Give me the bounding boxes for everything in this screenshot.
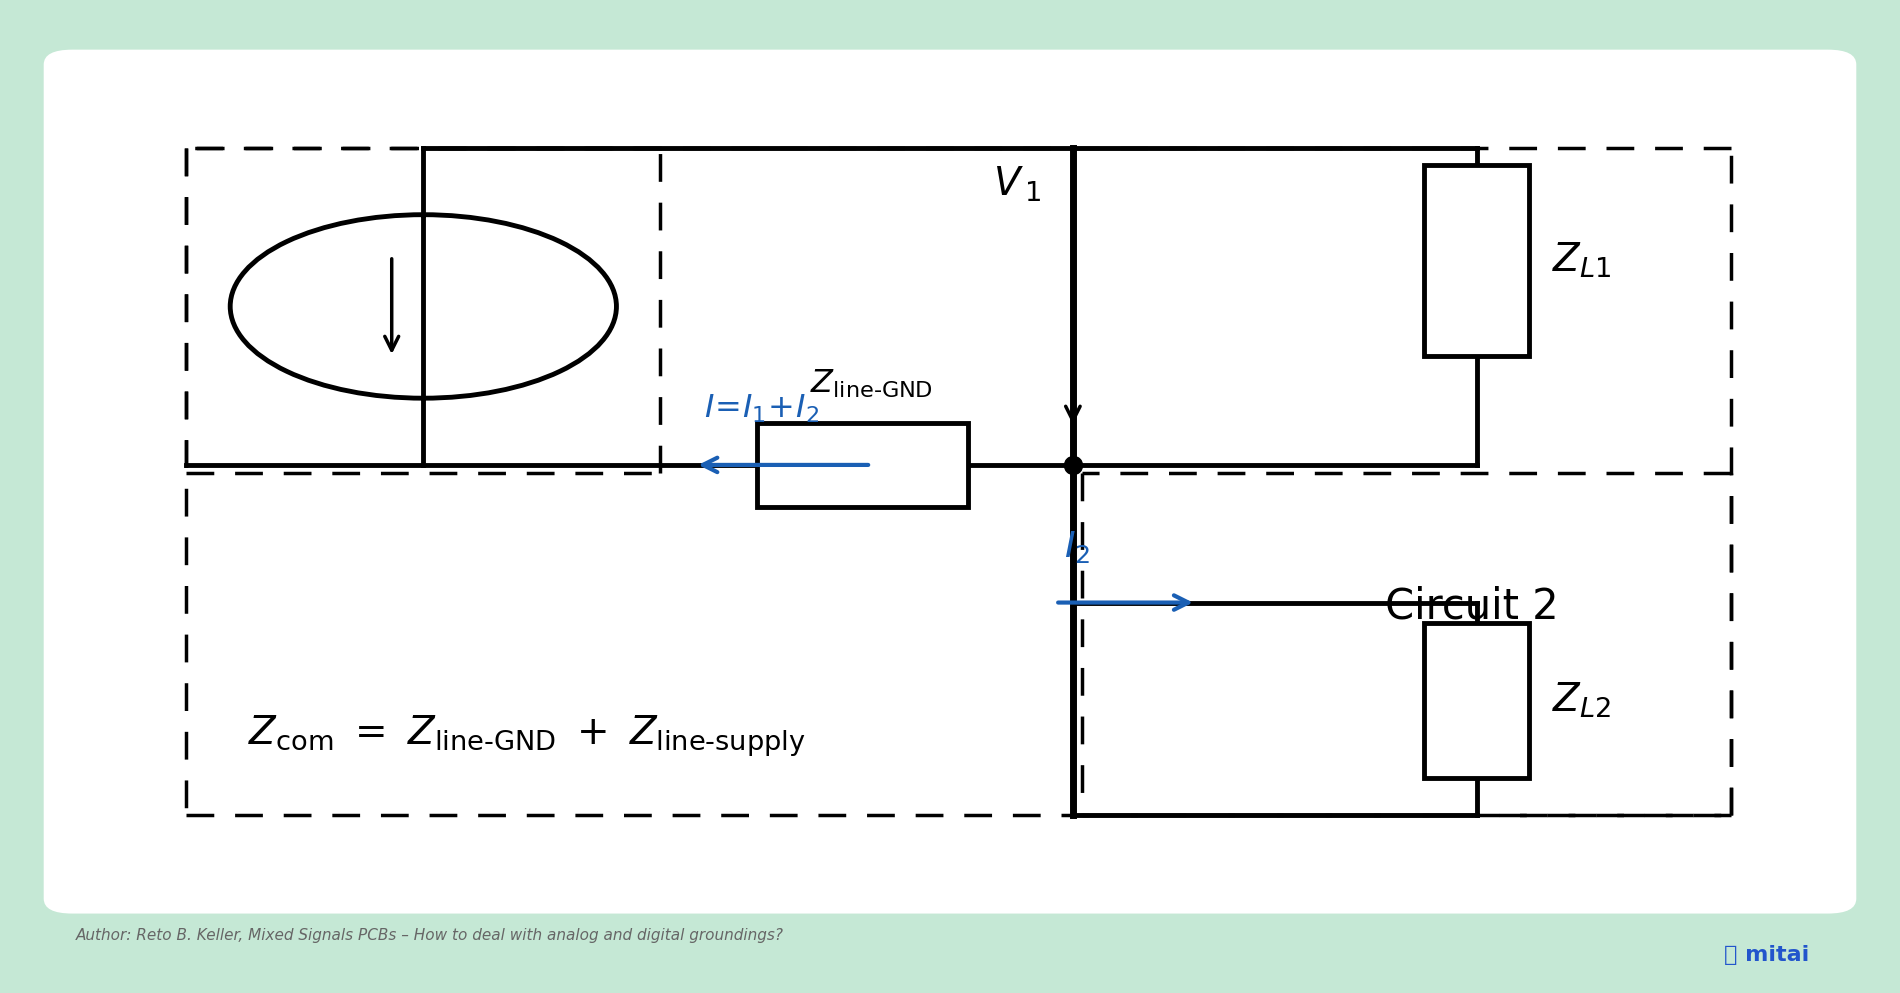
Text: $\it{I}_2$: $\it{I}_2$ bbox=[1064, 529, 1091, 565]
Text: Circuit 2: Circuit 2 bbox=[1385, 586, 1560, 628]
Text: $\it{I}\!=\!\it{I}_1\!+\!\it{I}_2$: $\it{I}\!=\!\it{I}_1\!+\!\it{I}_2$ bbox=[705, 392, 819, 425]
Bar bbox=[1423, 165, 1530, 356]
Text: $Z_{L2}$: $Z_{L2}$ bbox=[1552, 681, 1611, 720]
Bar bbox=[756, 423, 967, 506]
Text: Ⓜ mitai: Ⓜ mitai bbox=[1723, 945, 1809, 965]
Text: $V_{\,1}$: $V_{\,1}$ bbox=[994, 165, 1041, 204]
Bar bbox=[1423, 624, 1530, 778]
Text: $Z_{\rm line\text{-}GND}$: $Z_{\rm line\text{-}GND}$ bbox=[809, 367, 933, 400]
Text: $Z_{\rm com}\ =\ Z_{\rm line\text{-}GND}\ +\ Z_{\rm line\text{-}supply}$: $Z_{\rm com}\ =\ Z_{\rm line\text{-}GND}… bbox=[247, 713, 806, 759]
Text: Author: Reto B. Keller, Mixed Signals PCBs – How to deal with analog and digital: Author: Reto B. Keller, Mixed Signals PC… bbox=[76, 928, 785, 943]
Text: $Z_{L1}$: $Z_{L1}$ bbox=[1552, 241, 1611, 280]
